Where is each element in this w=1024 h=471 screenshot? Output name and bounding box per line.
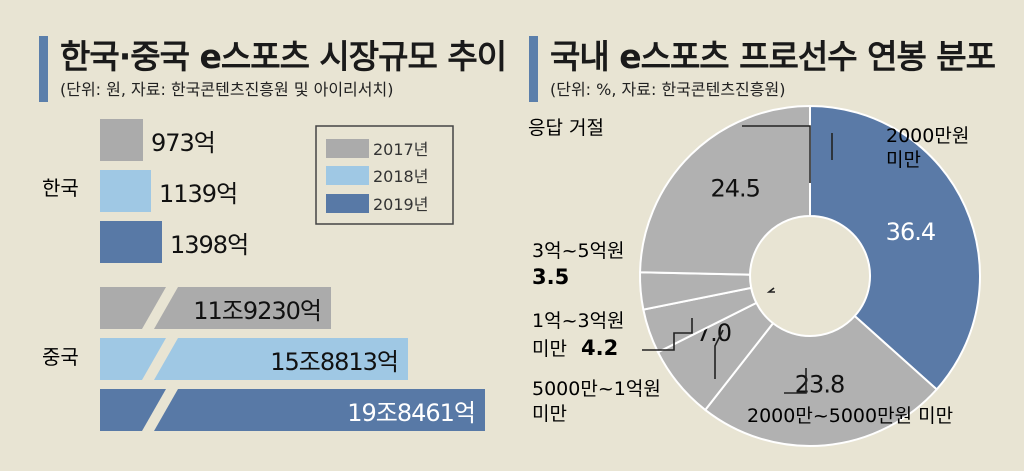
annotation-300m-500m-value: 3.5 xyxy=(532,265,569,289)
legend-swatch-2017 xyxy=(326,139,369,158)
slice-label-2000만~5000만원 미만: 23.8 xyxy=(795,371,844,399)
slice-2000만~5000만원 미만 xyxy=(703,314,939,447)
title-accent-bar xyxy=(529,36,538,102)
annotation-50m-100m-line2: 미만 xyxy=(532,403,567,425)
annotation-100m-300m-line1: 1억~3억원 xyxy=(532,310,625,332)
chart-subtitle: (단위: 원, 자료: 한국콘텐츠진흥원 및 아이리서치) xyxy=(60,80,394,99)
chart-title: 한국·중국 e스포츠 시장규모 추이 xyxy=(60,37,507,76)
chart-subtitle: (단위: %, 자료: 한국콘텐츠진흥원) xyxy=(550,80,786,99)
slice-응답 거절 xyxy=(639,104,811,276)
bar-label-china-2017년: 11조9230억 xyxy=(193,297,321,325)
category-label-china: 중국 xyxy=(42,345,79,369)
bar-label-korea-2017년: 973억 xyxy=(151,129,215,157)
legend-box xyxy=(315,125,454,225)
category-label-korea: 한국 xyxy=(42,176,79,200)
slice-2000만원 미만 xyxy=(809,104,981,391)
slice-group: 36.423.87.024.5 xyxy=(639,104,981,447)
bar-chart: 2017년 2018년 2019년 한국 중국 973억 1139억 1398억 11… xyxy=(42,119,485,431)
leader-lines xyxy=(642,125,833,394)
donut-chart: 36.423.87.024.5 2000만원 미만 2000만~5000만원 미… xyxy=(528,104,981,447)
axis-break-mark xyxy=(142,287,178,329)
annotation-100m-300m-value: 4.2 xyxy=(581,336,618,360)
chart-title: 국내 e스포츠 프로선수 연봉 분포 xyxy=(550,37,996,76)
bar-china-2017년 xyxy=(100,287,331,329)
annotation-20m-50m: 2000만~5000만원 미만 xyxy=(747,405,953,427)
bar-korea-2017년 xyxy=(100,119,143,161)
axis-break-mark xyxy=(142,338,178,380)
salary-panel: 국내 e스포츠 프로선수 연봉 분포 (단위: %, 자료: 한국콘텐츠진흥원)… xyxy=(512,0,1024,471)
legend-label-2019: 2019년 xyxy=(373,195,428,214)
annotation-under-20m-line2: 미만 xyxy=(886,149,921,171)
title-accent-bar xyxy=(39,36,48,102)
annotation-refused: 응답 거절 xyxy=(528,117,604,139)
legend-label-2017: 2017년 xyxy=(373,140,428,159)
slice-label-2000만원 미만: 36.4 xyxy=(886,218,935,246)
legend-swatch-2019 xyxy=(326,194,369,213)
axis-break-mark xyxy=(142,389,178,431)
bar-label-china-2019년: 19조8461억 xyxy=(347,399,475,427)
bar-label-china-2018년: 15조8813억 xyxy=(270,348,398,376)
annotation-300m-500m-line1: 3억~5억원 xyxy=(532,240,625,262)
annotation-100m-300m-line2: 미만 xyxy=(532,338,567,360)
legend-label-2018: 2018년 xyxy=(373,167,428,186)
slice-label-응답 거절: 24.5 xyxy=(710,175,759,203)
bar-label-korea-2019년: 1398억 xyxy=(170,231,248,259)
bar-group: 973억 1139억 1398억 11조9230억 15조8813억 19조8461억 xyxy=(100,119,485,431)
bar-korea-2019년 xyxy=(100,221,162,263)
bar-korea-2018년 xyxy=(100,170,151,212)
annotation-50m-100m-line1: 5000만~1억원 xyxy=(532,378,661,400)
annotation-under-20m-line1: 2000만원 xyxy=(886,125,969,147)
market-size-panel: 한국·중국 e스포츠 시장규모 추이 (단위: 원, 자료: 한국콘텐츠진흥원 … xyxy=(39,36,507,431)
legend-swatch-2018 xyxy=(326,166,369,185)
bar-label-korea-2018년: 1139억 xyxy=(159,180,237,208)
